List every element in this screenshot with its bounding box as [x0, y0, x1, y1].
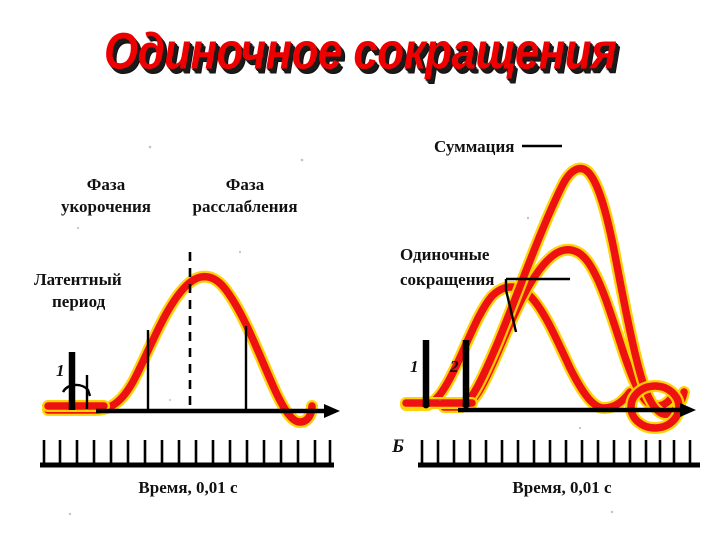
twitch-curve-a-line — [44, 273, 316, 426]
panel-a-single-twitch: 1 Латентный период Фаза укорочения Фаза … — [34, 145, 340, 516]
axis-caption-a: Время, 0,01 с — [138, 478, 238, 497]
label-latent-period-line1: Латентный — [34, 270, 122, 289]
label-relaxation-phase-line2: расслабления — [192, 197, 297, 216]
label-summation: Суммация — [434, 137, 514, 156]
summation-curve-b3-line — [440, 164, 688, 419]
slide-title-block: Одиночное сокращения — [0, 18, 720, 88]
stimulus-marker-b-1 — [422, 340, 430, 409]
time-ruler-a — [40, 440, 334, 468]
stimulus-label-b-1: 1 — [410, 357, 419, 376]
panel-label-b: Б — [391, 436, 404, 457]
ruler-ticks-a — [42, 440, 332, 465]
undershoot-loop-b — [625, 380, 685, 434]
stimulus-marker-b-2 — [462, 340, 470, 409]
label-single-twitches-line2: сокращения — [400, 270, 494, 289]
twitch-curve-a — [42, 270, 318, 428]
time-axis-a — [96, 404, 340, 418]
label-shortening-phase-line2: укорочения — [61, 197, 151, 216]
leader-single-twitch-lower — [504, 279, 518, 333]
time-axis-b — [458, 403, 696, 417]
label-shortening-phase-line1: Фаза — [87, 175, 126, 194]
stimulus-marker-a-1 — [61, 352, 92, 410]
stimulus-label-b-2: 2 — [449, 357, 459, 376]
summation-curve-b3 — [438, 162, 690, 421]
label-relaxation-phase-line1: Фаза — [226, 175, 265, 194]
time-ruler-b — [418, 440, 700, 468]
page-title: Одиночное сокращения — [103, 23, 617, 81]
stimulus-label-a-1: 1 — [56, 361, 65, 380]
panel-b-summation: 1 2 Суммация Одиночные сокращения Б — [391, 137, 700, 514]
axis-caption-b: Время, 0,01 с — [512, 478, 612, 497]
ruler-ticks-b — [420, 440, 692, 465]
label-latent-period-line2: период — [52, 292, 106, 311]
label-single-twitches-line1: Одиночные — [400, 245, 490, 264]
